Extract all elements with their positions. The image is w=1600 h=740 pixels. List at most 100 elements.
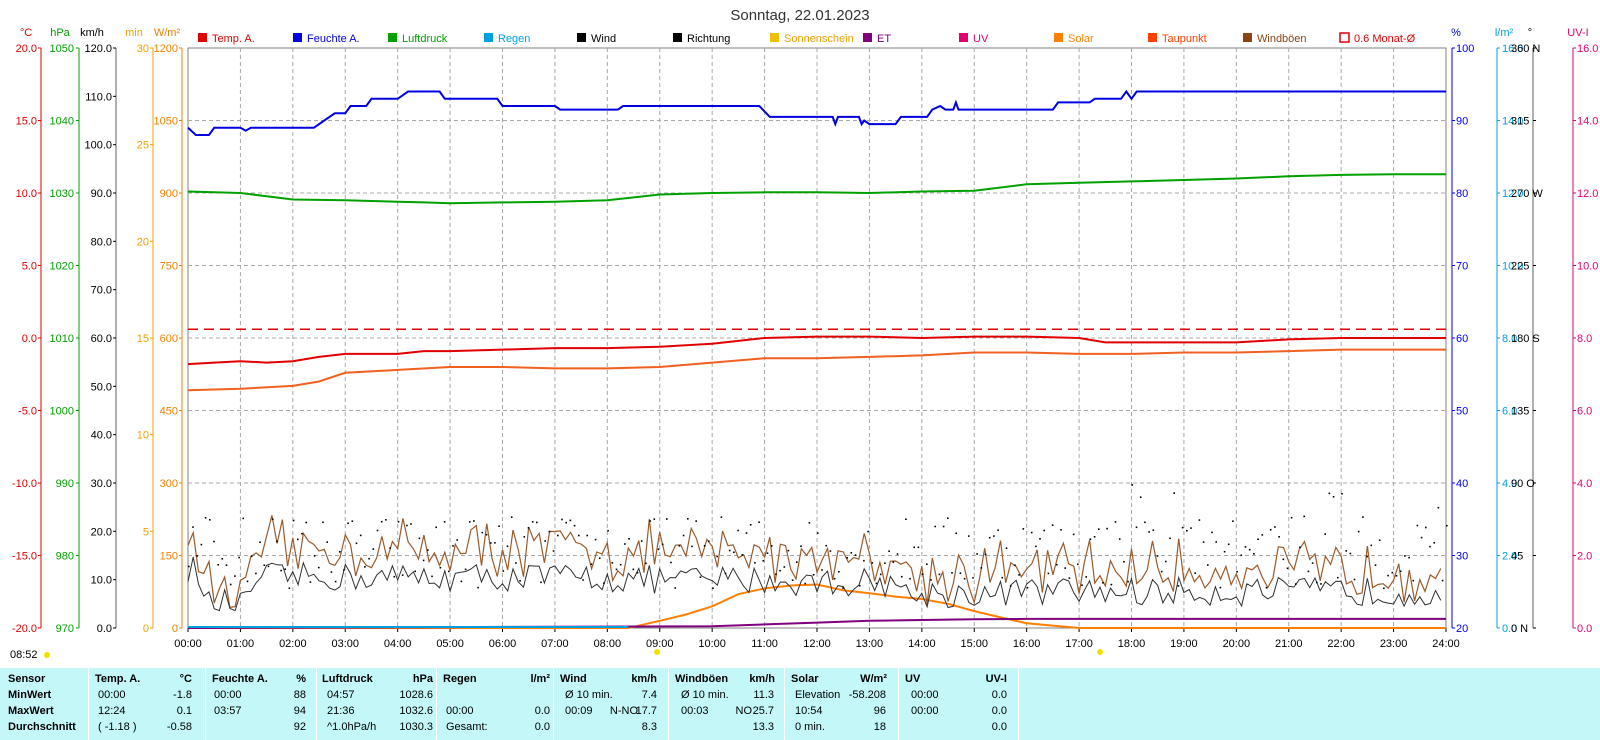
direction-point xyxy=(1357,530,1360,533)
direction-point xyxy=(724,572,727,575)
direction-point xyxy=(334,580,337,583)
direction-point xyxy=(1282,558,1285,561)
direction-point xyxy=(1148,531,1150,533)
stats-cell: 00:00 xyxy=(911,689,939,701)
direction-point xyxy=(1207,564,1209,566)
right-axis-tick-label: 0.0 xyxy=(1577,623,1592,635)
stats-divider xyxy=(205,668,206,740)
left-axis-tick-label: 20 xyxy=(137,236,149,248)
direction-point xyxy=(1337,576,1339,579)
left-axis-tick-label: 450 xyxy=(160,406,178,418)
right-axis-tick-label: 10.0 xyxy=(1577,261,1598,273)
left-axis-tick-label: 0 xyxy=(172,623,178,635)
x-axis-tick-label: 22:00 xyxy=(1327,638,1355,650)
legend-label: Luftdruck xyxy=(402,33,448,45)
left-axis-tick-label: 50.0 xyxy=(91,381,112,393)
direction-point xyxy=(464,568,467,571)
right-axis-unit: ° xyxy=(1528,27,1532,39)
direction-point xyxy=(1345,550,1347,552)
direction-point xyxy=(997,529,999,531)
stats-cell: ( -1.18 ) xyxy=(98,721,137,733)
direction-point xyxy=(1077,563,1079,566)
direction-point xyxy=(829,550,832,552)
direction-point xyxy=(682,534,685,537)
direction-point xyxy=(691,545,693,548)
stats-cell: 10:54 xyxy=(795,705,823,717)
series-line-et xyxy=(187,617,1446,629)
legend-label: Temp. A. xyxy=(212,33,255,45)
direction-point xyxy=(796,561,798,563)
right-axis-unit: % xyxy=(1451,27,1461,39)
stats-divider xyxy=(898,668,899,740)
direction-point xyxy=(339,551,341,553)
direction-point xyxy=(934,525,936,528)
direction-point xyxy=(695,520,697,522)
series-line-solar xyxy=(188,583,1446,629)
left-axis-tick-label: 1020 xyxy=(50,261,74,273)
direction-point xyxy=(1215,541,1217,543)
direction-point xyxy=(720,516,723,518)
legend-swatch xyxy=(673,33,682,42)
direction-point xyxy=(225,564,228,566)
direction-point xyxy=(770,545,773,547)
stats-cell: 21:36 xyxy=(327,705,355,717)
direction-point xyxy=(674,587,676,589)
direction-point xyxy=(1408,556,1410,559)
stats-cell: 00:03 xyxy=(681,705,709,717)
series-line-windboeen xyxy=(187,515,1442,609)
direction-point xyxy=(749,524,752,526)
stats-cell: 00:00 xyxy=(911,705,939,717)
direction-point xyxy=(246,580,249,583)
direction-point xyxy=(930,579,932,581)
direction-point xyxy=(435,526,437,529)
direction-point xyxy=(590,563,593,565)
direction-point xyxy=(1362,516,1364,518)
left-axis-tick-label: 300 xyxy=(160,478,178,490)
direction-point xyxy=(1156,555,1159,557)
right-axis-tick-label: 60 xyxy=(1456,333,1468,345)
right-axis-tick-label: 4.0 xyxy=(1502,478,1517,490)
direction-point xyxy=(569,519,572,522)
left-axis-unit: min xyxy=(125,27,143,39)
direction-point xyxy=(984,553,987,556)
direction-point xyxy=(1030,531,1033,534)
direction-point xyxy=(1437,506,1440,509)
direction-point xyxy=(531,521,534,523)
legend-swatch xyxy=(1243,33,1252,42)
direction-point xyxy=(993,535,995,537)
direction-point xyxy=(582,579,584,581)
legend-label: Solar xyxy=(1068,33,1094,45)
right-axis-tick-label: 4.0 xyxy=(1577,478,1592,490)
stats-cell: 96 xyxy=(873,705,886,717)
stats-cell: °C xyxy=(179,673,192,685)
direction-point xyxy=(1278,536,1280,538)
chart-title: Sonntag, 22.01.2023 xyxy=(730,7,869,24)
direction-point xyxy=(255,572,257,575)
legend-swatch xyxy=(1339,32,1350,43)
legend-swatch xyxy=(1148,33,1157,42)
direction-point xyxy=(1169,537,1171,540)
direction-point xyxy=(1165,560,1167,563)
left-axis-tick-label: -5.0 xyxy=(18,406,37,418)
direction-point xyxy=(523,536,526,538)
direction-point xyxy=(661,543,664,546)
direction-point xyxy=(527,527,530,529)
direction-point xyxy=(1236,570,1238,573)
direction-point xyxy=(376,529,379,532)
right-axis-tick-label: 225 xyxy=(1511,261,1529,273)
left-axis-unit: hPa xyxy=(50,27,70,39)
direction-point xyxy=(489,542,492,544)
direction-point xyxy=(343,569,345,571)
direction-point xyxy=(879,573,882,576)
direction-point xyxy=(1035,545,1037,548)
direction-point xyxy=(229,583,232,586)
direction-point xyxy=(745,532,748,534)
direction-point xyxy=(741,554,744,556)
direction-point xyxy=(875,582,878,585)
direction-point xyxy=(1135,526,1138,529)
x-axis-tick-label: 23:00 xyxy=(1380,638,1408,650)
direction-point xyxy=(1387,574,1389,577)
direction-point xyxy=(1190,527,1192,529)
left-axis-tick-label: 100.0 xyxy=(84,140,112,152)
